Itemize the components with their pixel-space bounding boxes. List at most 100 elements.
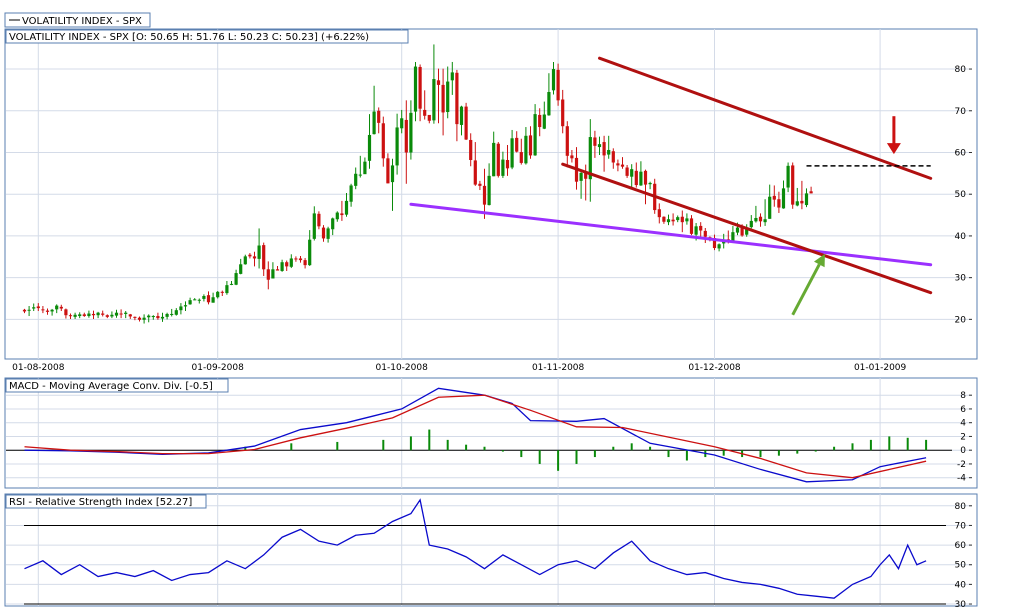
macd-histogram-bar	[382, 439, 385, 451]
candle-body	[455, 72, 459, 125]
rsi-y-tick-label: 80	[955, 502, 967, 512]
candle-body	[50, 309, 54, 312]
candle-body	[225, 285, 229, 294]
macd-marks	[6, 387, 952, 483]
macd-histogram-bar	[557, 450, 560, 471]
trendline	[598, 56, 933, 180]
macd-y-tick-label: -4	[957, 474, 966, 484]
macd-histogram-bar	[483, 446, 486, 451]
candle-body	[280, 262, 284, 271]
candle-body	[561, 99, 565, 127]
candle-body	[294, 258, 298, 260]
candle-body	[533, 114, 537, 156]
candle-body	[340, 213, 344, 216]
candle-body	[409, 112, 413, 153]
macd-histogram-bar	[593, 450, 596, 458]
candle-body	[349, 185, 353, 202]
candle-body	[354, 173, 358, 186]
candle-body	[390, 165, 395, 183]
rsi-y-tick-label: 70	[955, 521, 967, 531]
candle-body	[768, 196, 772, 219]
arrow-down-head	[886, 143, 901, 155]
candle-body	[317, 213, 321, 227]
candle-body	[588, 137, 592, 180]
x-tick-label: 01-09-2008	[192, 363, 245, 373]
candle-body	[791, 165, 795, 205]
candle-body	[630, 169, 634, 177]
candle-body	[193, 299, 197, 301]
candle-body	[105, 315, 109, 317]
macd-histogram-bar	[428, 429, 431, 451]
rsi-y-tick-label: 50	[955, 561, 967, 571]
candle-body	[786, 165, 790, 188]
price-y-tick-label: 80	[955, 65, 967, 75]
macd-y-tick-label: -2	[957, 460, 966, 470]
x-tick-label: 01-10-2008	[376, 363, 429, 373]
candle-body	[312, 213, 316, 239]
candle-body	[570, 155, 574, 159]
candle-body	[496, 143, 500, 176]
macd-histogram-bar	[851, 443, 854, 451]
rsi-y-tick-label: 30	[955, 600, 967, 610]
price-title: VOLATILITY INDEX - SPX [O: 50.65 H: 51.7…	[9, 32, 369, 43]
rsi-y-tick-label: 40	[955, 580, 967, 590]
candle-body	[321, 227, 326, 239]
price-annotations	[409, 56, 933, 316]
candle-body	[308, 239, 312, 266]
legend: VOLATILITY INDEX - SPX	[4, 12, 151, 28]
price-y-tick-label: 50	[955, 190, 967, 200]
candle-body	[73, 314, 77, 317]
candle-body	[335, 212, 339, 220]
candle-body	[27, 309, 31, 311]
price-y-tick-label: 30	[955, 274, 967, 284]
macd-y-tick-label: 2	[960, 432, 966, 442]
candle-body	[22, 309, 27, 312]
candle-body	[211, 297, 215, 303]
candle-body	[620, 164, 625, 167]
candle-body	[252, 256, 257, 259]
price-title-box: VOLATILITY INDEX - SPX [O: 50.65 H: 51.7…	[5, 29, 409, 44]
macd-histogram-bar	[906, 437, 909, 451]
candle-body	[639, 171, 643, 186]
trendline	[561, 162, 933, 295]
macd-y-tick-label: 6	[960, 405, 966, 415]
candle-body	[91, 313, 96, 316]
candle-body	[119, 313, 123, 315]
candle-body	[510, 138, 514, 168]
candle-body	[234, 273, 238, 285]
candle-body	[795, 201, 799, 206]
candle-body	[124, 312, 128, 314]
candle-body	[289, 258, 293, 267]
candle-body	[473, 160, 477, 185]
candle-body	[749, 220, 753, 228]
macd-histogram-bar	[336, 441, 339, 451]
candle-body	[607, 149, 611, 155]
candle-body	[542, 114, 546, 129]
macd-histogram-bar	[575, 450, 578, 464]
candle-body	[441, 84, 445, 113]
candle-body	[59, 306, 63, 309]
candle-body	[427, 114, 431, 121]
candle-body	[809, 191, 813, 194]
rsi-y-tick-label: 60	[955, 541, 967, 551]
candle-body	[538, 114, 542, 128]
candle-body	[754, 217, 758, 222]
price-y-tick-label: 40	[955, 232, 967, 242]
candle-body	[579, 172, 583, 181]
macd-histogram-bar	[925, 439, 928, 451]
candle-body	[331, 218, 335, 230]
candle-body	[367, 134, 372, 161]
rsi-line	[24, 498, 927, 599]
candle-body	[717, 244, 721, 249]
candle-body	[101, 313, 105, 315]
candle-body	[432, 79, 436, 121]
candle-body	[298, 258, 303, 261]
candle-body	[110, 314, 114, 317]
x-tick-label: 01-01-2009	[854, 363, 907, 373]
trendline	[409, 202, 933, 267]
candle-body	[777, 199, 781, 208]
candle-body	[703, 230, 707, 237]
candle-body	[64, 309, 68, 316]
candle-body	[597, 144, 602, 148]
candle-body	[459, 106, 464, 125]
